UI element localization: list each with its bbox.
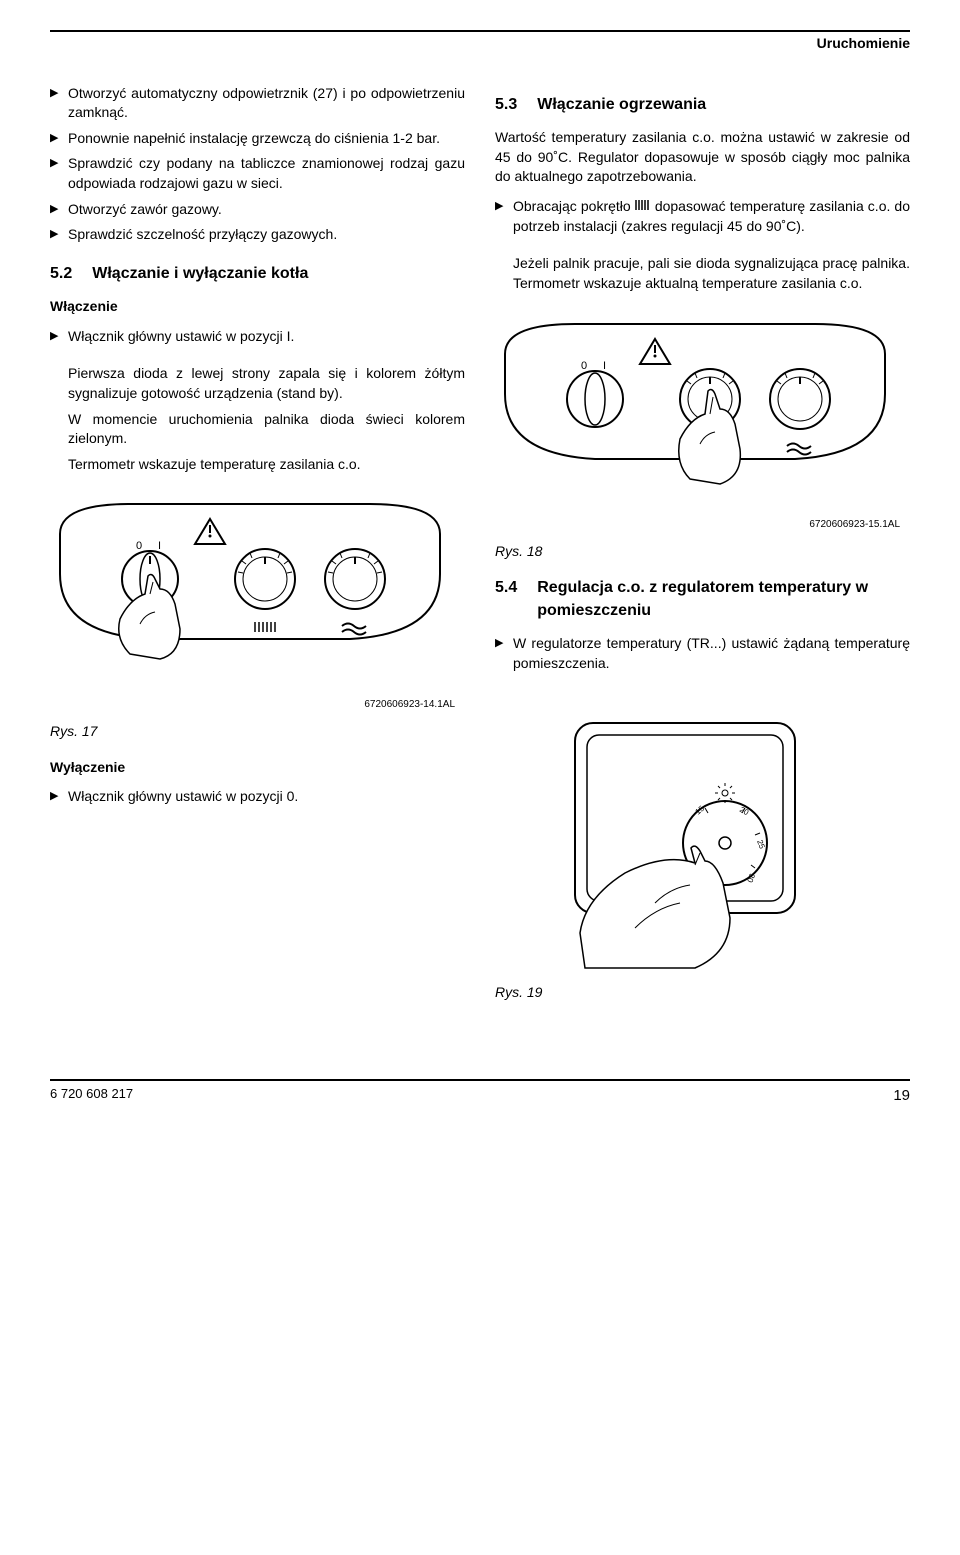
svg-text:0: 0: [136, 540, 142, 552]
bullet-item: Włącznik główny ustawić w pozycji I.: [50, 327, 465, 347]
section-5-2-heading: 5.2 Włączanie i wyłączanie kotła: [50, 263, 465, 285]
page-footer: 6 720 608 217 19: [50, 1079, 910, 1106]
bullet-text: Obracając pokrętło: [513, 198, 635, 214]
figure-19: 15 20 25 30 °C: [495, 693, 910, 973]
page-header: Uruchomienie: [50, 34, 910, 54]
figure-18-caption: Rys. 18: [495, 542, 910, 562]
bullet-list-1: Otworzyć automatyczny odpowietrznik (27)…: [50, 84, 465, 245]
section-5-3-heading: 5.3 Włączanie ogrzewania: [495, 94, 910, 116]
bullet-item: Włącznik główny ustawić w pozycji 0.: [50, 787, 465, 807]
footer-page-number: 19: [893, 1085, 910, 1106]
section-title: Włączanie i wyłączanie kotła: [92, 263, 465, 285]
bullet-list-5: W regulatorze temperatury (TR...) ustawi…: [495, 634, 910, 673]
bullet-continuation: W momencie uruchomienia palnika dioda św…: [50, 410, 465, 449]
radiator-icon: [635, 197, 651, 217]
wylaczenie-subhead: Wyłączenie: [50, 758, 465, 778]
section-number: 5.4: [495, 577, 517, 622]
right-column: 5.3 Włączanie ogrzewania Wartość tempera…: [495, 84, 910, 1019]
figure-19-caption: Rys. 19: [495, 983, 910, 1003]
figure-17-caption: Rys. 17: [50, 722, 465, 742]
bullet-item: Otworzyć automatyczny odpowietrznik (27)…: [50, 84, 465, 123]
section-number: 5.3: [495, 94, 517, 116]
section-title: Włączanie ogrzewania: [537, 94, 910, 116]
section-title: Regulacja c.o. z regulatorem temperatury…: [537, 577, 910, 622]
bullet-item: Otworzyć zawór gazowy.: [50, 200, 465, 220]
paragraph: Wartość temperatury zasilania c.o. można…: [495, 128, 910, 187]
wlaczenie-subhead: Włączenie: [50, 297, 465, 317]
bullet-list-2: Włącznik główny ustawić w pozycji I.: [50, 327, 465, 347]
bullet-continuation: Pierwsza dioda z lewej strony zapala się…: [50, 364, 465, 403]
bullet-item: W regulatorze temperatury (TR...) ustawi…: [495, 634, 910, 673]
bullet-item: Sprawdzić czy podany na tabliczce znamio…: [50, 154, 465, 193]
svg-text:I: I: [158, 540, 161, 552]
left-column: Otworzyć automatyczny odpowietrznik (27)…: [50, 84, 465, 1019]
figure-18: 0 I: [495, 314, 910, 532]
figure-18-code: 6720606923-15.1AL: [495, 518, 900, 532]
bullet-list-4: Obracając pokrętło dopasować temperaturę…: [495, 197, 910, 237]
bullet-continuation: Termometr wskazuje temperaturę zasilania…: [50, 455, 465, 475]
figure-17: 0 I: [50, 494, 465, 712]
bullet-item: Ponownie napełnić instalację grzewczą do…: [50, 129, 465, 149]
bullet-continuation: Jeżeli palnik pracuje, pali sie dioda sy…: [495, 254, 910, 293]
bullet-item: Obracając pokrętło dopasować temperaturę…: [495, 197, 910, 237]
section-5-4-heading: 5.4 Regulacja c.o. z regulatorem tempera…: [495, 577, 910, 622]
bullet-list-3: Włącznik główny ustawić w pozycji 0.: [50, 787, 465, 807]
figure-17-code: 6720606923-14.1AL: [50, 698, 455, 712]
footer-doc-number: 6 720 608 217: [50, 1085, 133, 1106]
svg-text:I: I: [603, 360, 606, 372]
bullet-item: Sprawdzić szczelność przyłączy gazowych.: [50, 225, 465, 245]
svg-text:0: 0: [581, 360, 587, 372]
section-number: 5.2: [50, 263, 72, 285]
